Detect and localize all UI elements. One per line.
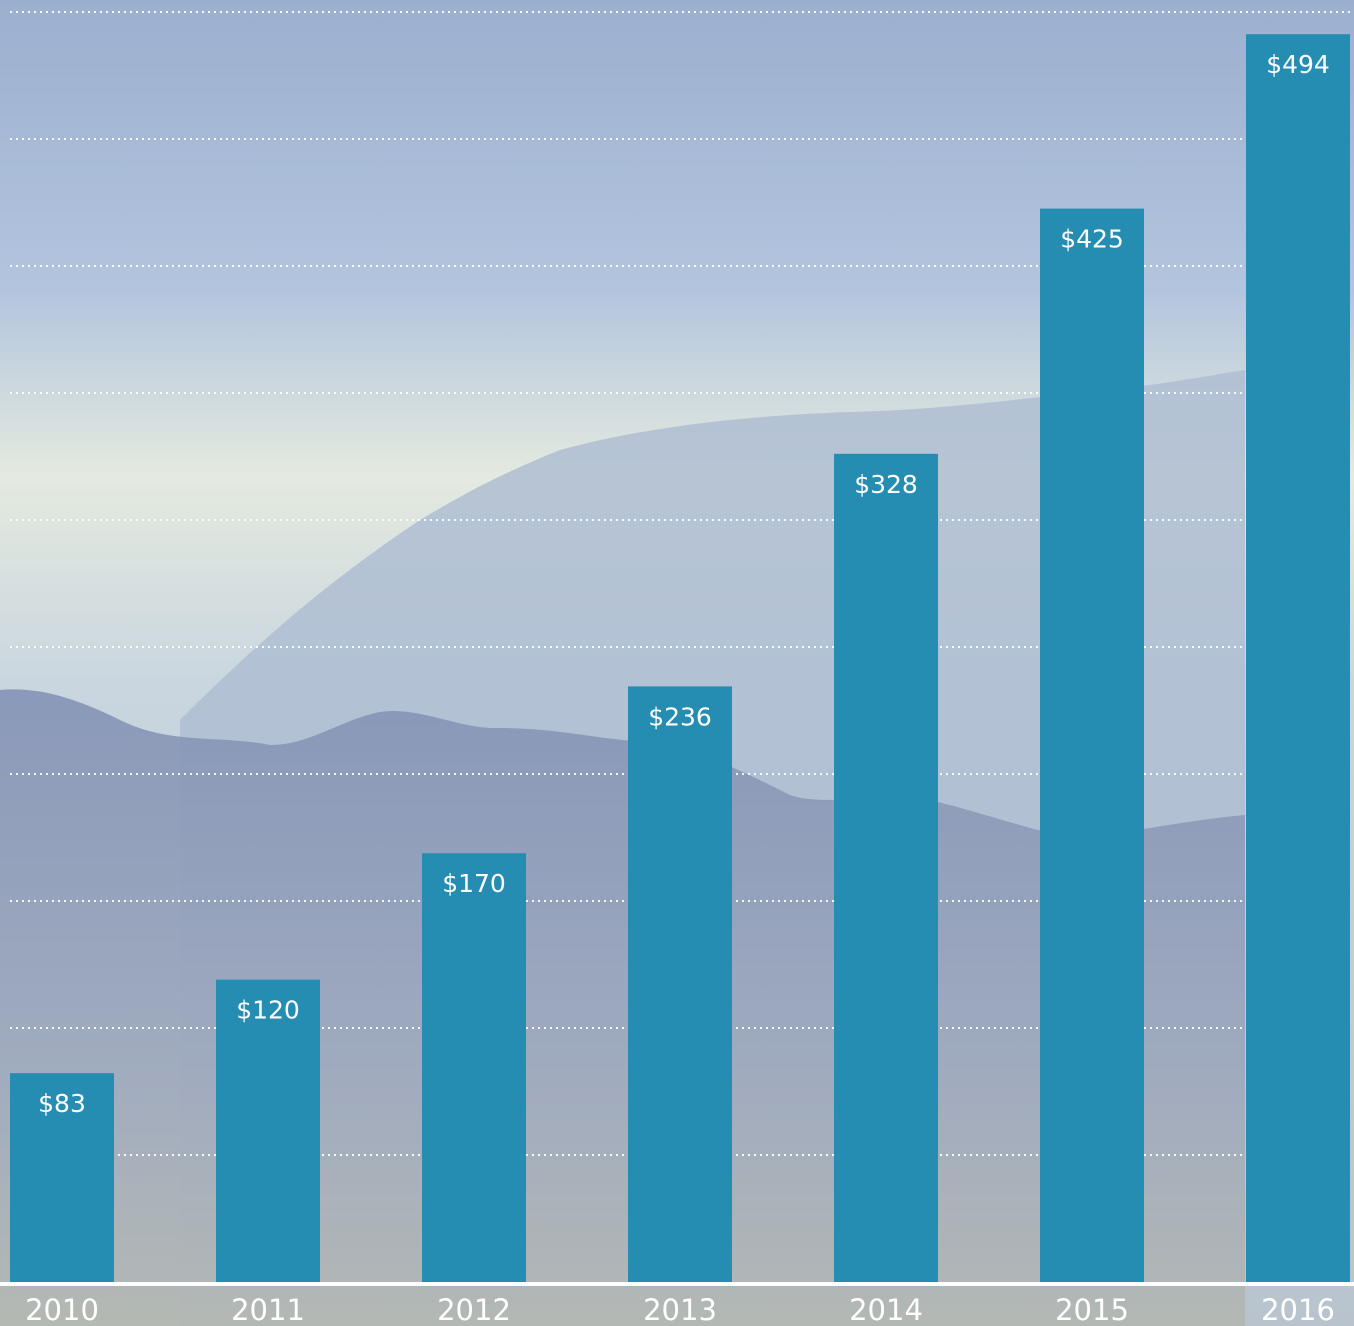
value-label-2011: $120 bbox=[236, 996, 300, 1025]
bar-2011 bbox=[216, 979, 320, 1283]
bars bbox=[10, 34, 1350, 1284]
value-label-2015: $425 bbox=[1060, 225, 1124, 254]
x-tick-label-2011: 2011 bbox=[231, 1293, 305, 1326]
bar-2014 bbox=[834, 453, 938, 1283]
x-axis-tick-labels: 2010 2011 2012 2013 2014 2015 2016 bbox=[25, 1293, 1335, 1326]
x-tick-label-2010: 2010 bbox=[25, 1293, 99, 1326]
x-tick-label-2016: 2016 bbox=[1261, 1293, 1335, 1326]
bar-2012 bbox=[422, 853, 526, 1283]
x-tick-label-2014: 2014 bbox=[849, 1293, 923, 1326]
value-label-2014: $328 bbox=[854, 470, 918, 499]
value-label-2013: $236 bbox=[648, 702, 712, 731]
x-tick-label-2015: 2015 bbox=[1055, 1293, 1129, 1326]
x-tick-label-2012: 2012 bbox=[437, 1293, 511, 1326]
x-tick-label-2013: 2013 bbox=[643, 1293, 717, 1326]
value-label-2012: $170 bbox=[442, 869, 506, 898]
value-label-2016: $494 bbox=[1266, 50, 1330, 79]
value-label-2010: $83 bbox=[38, 1089, 86, 1118]
bar-2015 bbox=[1040, 208, 1144, 1284]
bar-2010 bbox=[10, 1073, 114, 1283]
bar-2013 bbox=[628, 686, 732, 1283]
value-labels: $83 $120 $170 $236 $328 $425 $494 bbox=[38, 50, 1330, 1118]
bar-2016 bbox=[1246, 34, 1350, 1284]
